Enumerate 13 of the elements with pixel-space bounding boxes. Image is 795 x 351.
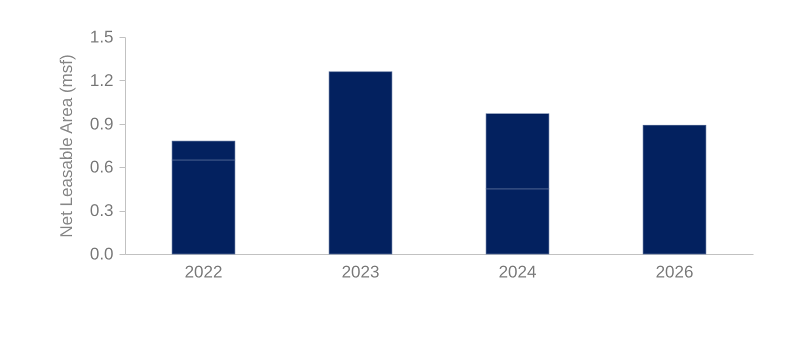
x-tick-label: 2024	[498, 262, 536, 282]
x-tick-label: 2022	[184, 262, 222, 282]
y-tick-label: 0.3	[90, 201, 114, 220]
y-tick-label: 0.6	[90, 158, 114, 177]
bar	[642, 124, 706, 254]
x-tick-label: 2026	[656, 262, 694, 282]
y-tick-label: 1.5	[90, 28, 114, 46]
y-tick-label: 0.0	[90, 244, 114, 264]
x-tick-label: 2023	[342, 262, 380, 282]
y-axis-title: Net Leasable Area (msf)	[56, 54, 76, 238]
y-tick-label: 1.2	[90, 70, 114, 90]
y-tick-label: 0.9	[90, 114, 114, 134]
bar	[328, 71, 392, 254]
